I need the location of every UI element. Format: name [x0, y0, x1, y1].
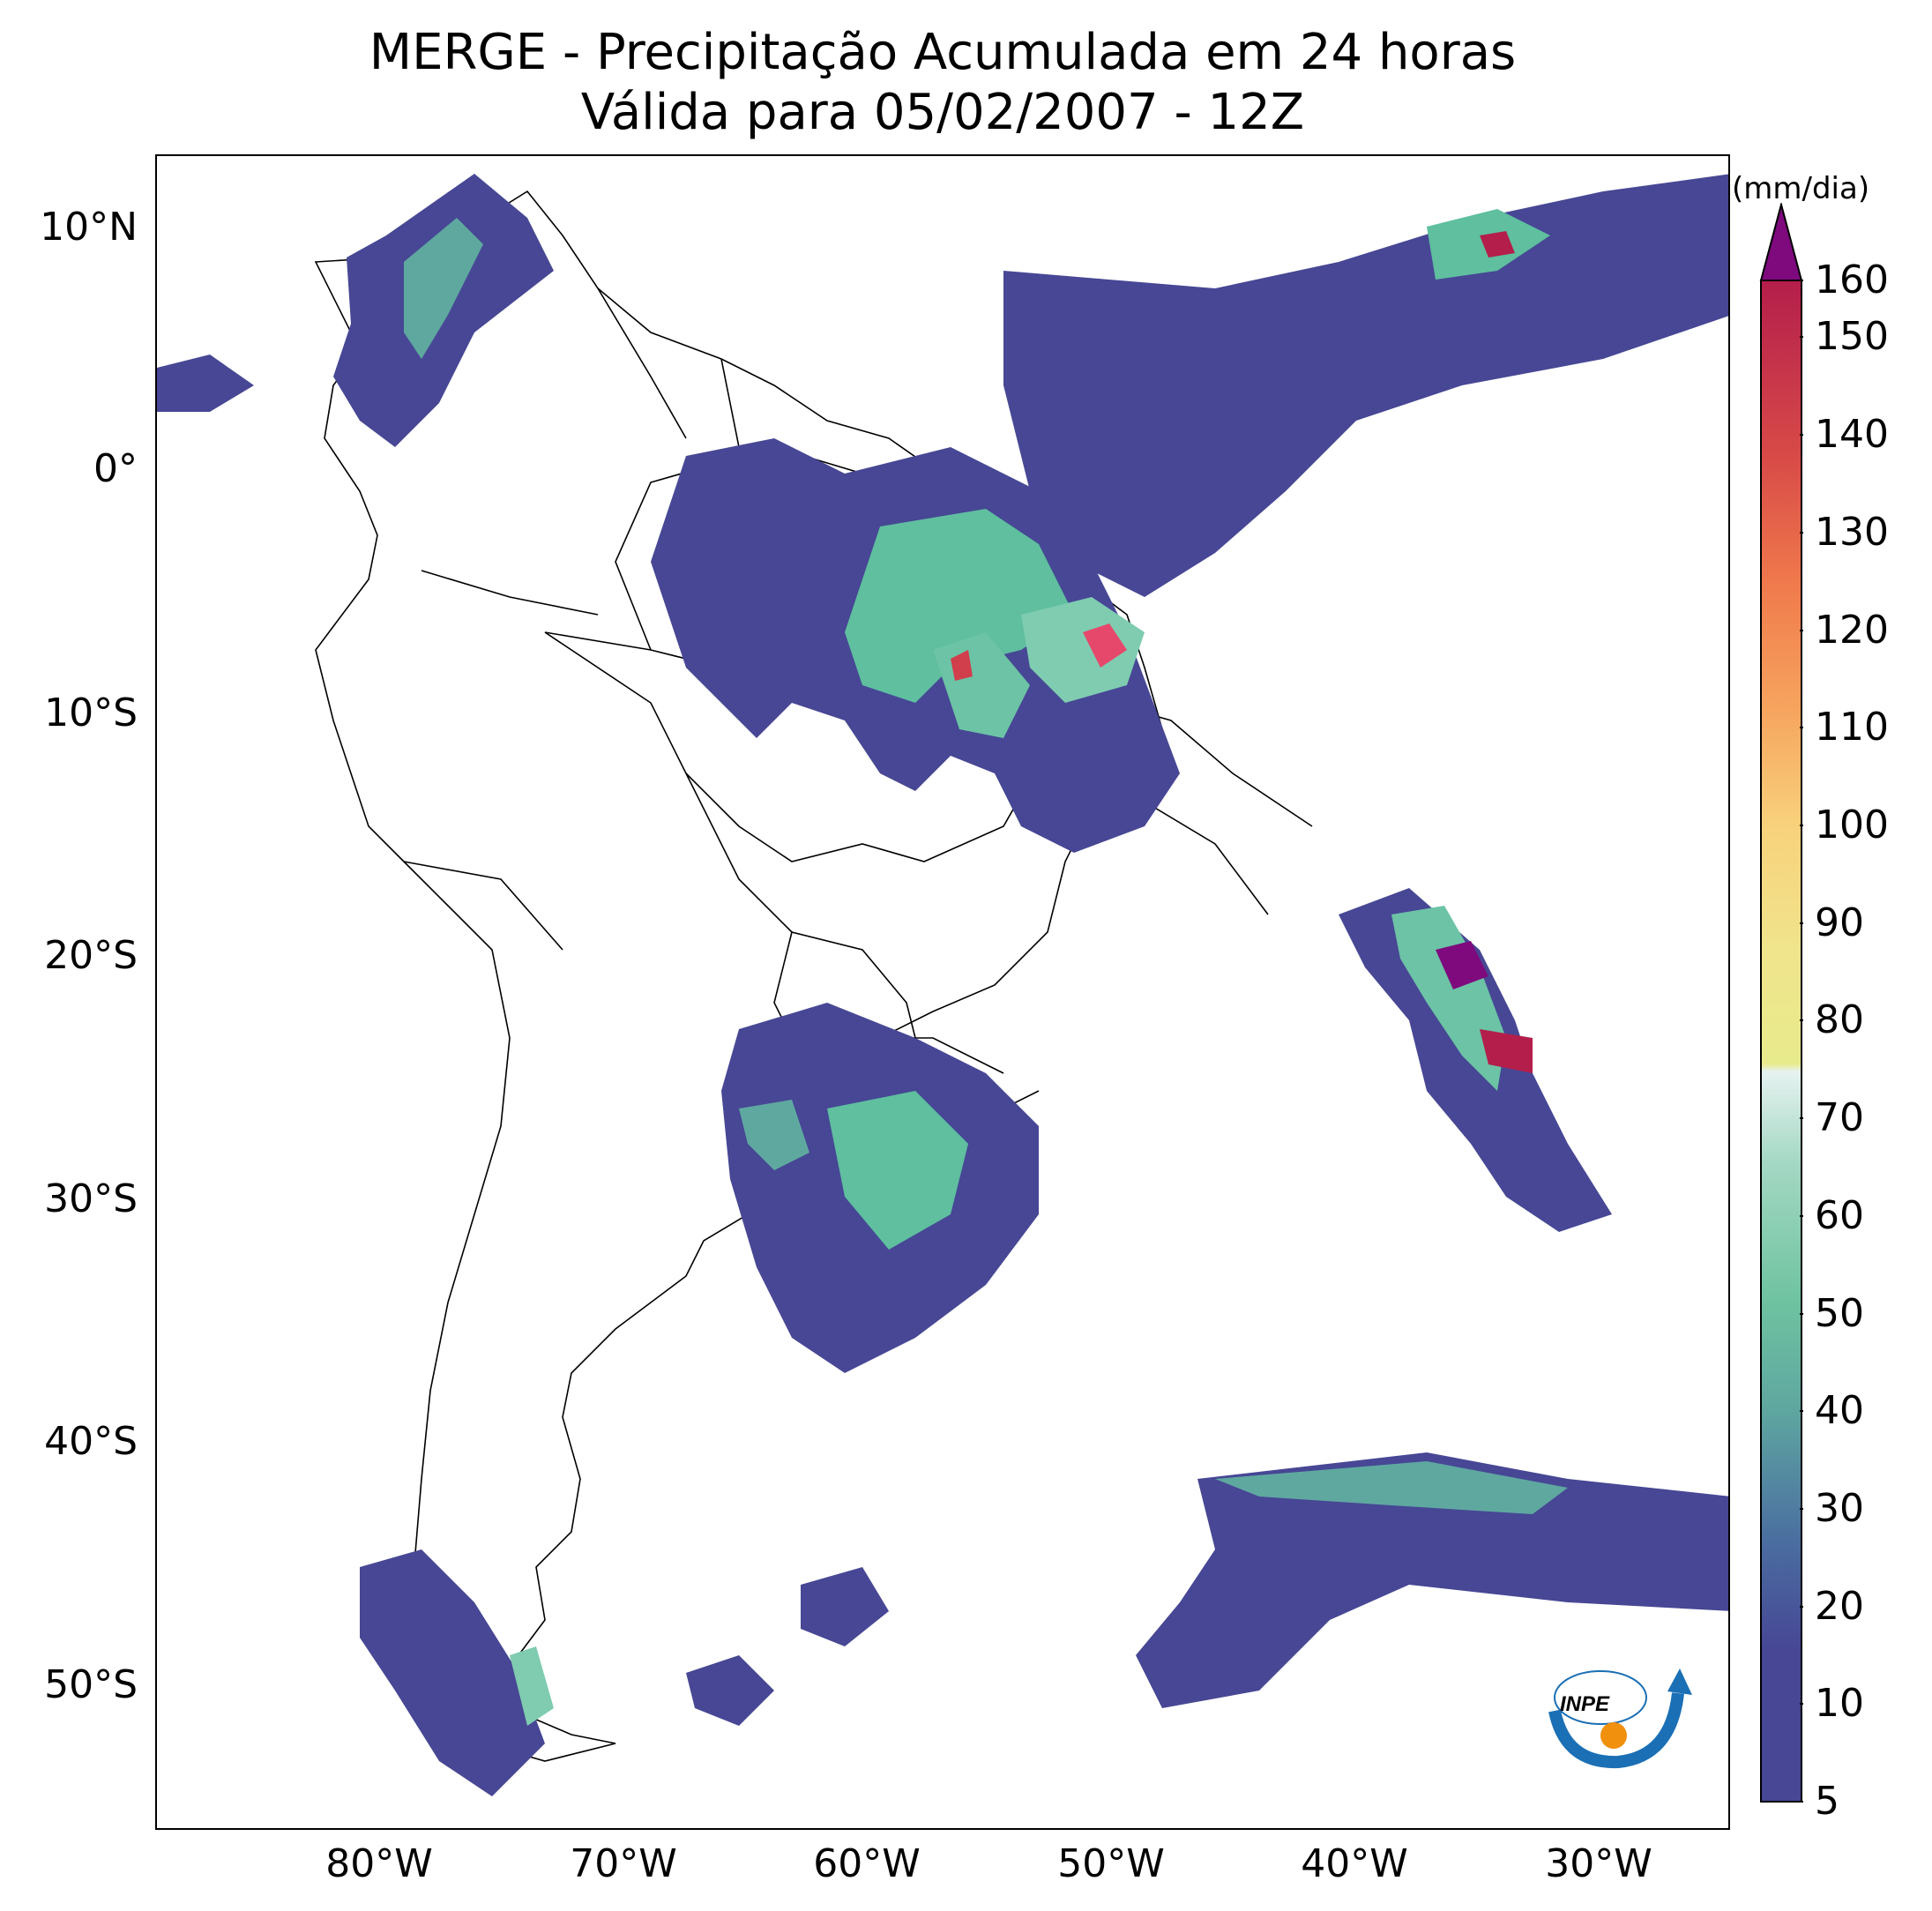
- colorbar-tick-80: 80: [1815, 997, 1864, 1042]
- lat-label-0: 0°: [93, 446, 138, 491]
- colorbar-tick-30: 30: [1815, 1486, 1864, 1531]
- logo-text: INPE: [1560, 1692, 1610, 1716]
- lon-label-60w: 60°W: [813, 1841, 921, 1886]
- colorbar-tick-110: 110: [1815, 705, 1889, 750]
- colorbar-tick-120: 120: [1815, 608, 1889, 653]
- colorbar-tick-50: 50: [1815, 1291, 1864, 1336]
- inpe-logo: INPE: [1548, 1658, 1693, 1773]
- lat-label-30s: 30°S: [44, 1176, 138, 1221]
- colorbar-tick-60: 60: [1815, 1193, 1864, 1238]
- colorbar-tick-40: 40: [1815, 1388, 1864, 1433]
- colorbar-tick-10: 10: [1815, 1681, 1864, 1726]
- colorbar-tick-130: 130: [1815, 510, 1889, 555]
- precipitation-map: [155, 154, 1730, 1830]
- lon-label-80w: 80°W: [325, 1841, 433, 1886]
- colorbar-tick-90: 90: [1815, 900, 1864, 945]
- colorbar-tick-150: 150: [1815, 314, 1889, 359]
- precipitation-fields: [157, 174, 1728, 1796]
- colorbar-tick-70: 70: [1815, 1095, 1864, 1140]
- lat-label-40s: 40°S: [44, 1419, 138, 1464]
- colorbar-tick-5: 5: [1815, 1779, 1839, 1824]
- map-title: MERGE - Precipitação Acumulada em 24 hor…: [369, 24, 1517, 81]
- lat-label-20s: 20°S: [44, 933, 138, 978]
- lon-label-40w: 40°W: [1301, 1841, 1408, 1886]
- colorbar: [1759, 201, 1810, 1803]
- lon-label-30w: 30°W: [1545, 1841, 1652, 1886]
- lat-label-50s: 50°S: [44, 1662, 138, 1707]
- lon-label-70w: 70°W: [570, 1841, 677, 1886]
- map-subtitle: Válida para 05/02/2007 - 12Z: [580, 84, 1305, 141]
- colorbar-tick-140: 140: [1815, 412, 1889, 457]
- colorbar-unit: (mm/dia): [1732, 171, 1870, 206]
- colorbar-tick-160: 160: [1815, 258, 1889, 302]
- lat-label-10n: 10°N: [40, 205, 138, 250]
- colorbar-tick-100: 100: [1815, 802, 1889, 847]
- lat-label-10s: 10°S: [44, 690, 138, 735]
- lon-label-50w: 50°W: [1057, 1841, 1165, 1886]
- colorbar-tick-20: 20: [1815, 1584, 1864, 1629]
- colorbar-extend-arrow: [1759, 201, 1803, 281]
